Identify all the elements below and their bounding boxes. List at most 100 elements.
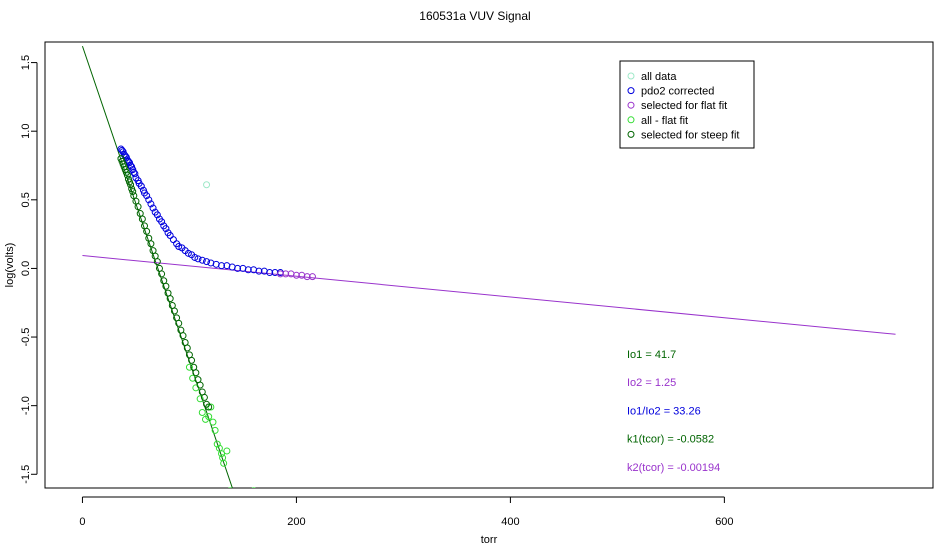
data-point bbox=[191, 253, 199, 261]
data-point bbox=[255, 267, 263, 275]
legend-label: selected for steep fit bbox=[641, 129, 739, 141]
data-points bbox=[117, 145, 316, 499]
y-tick-label: -0.5 bbox=[20, 328, 32, 347]
data-point bbox=[138, 215, 146, 223]
fit-lines bbox=[81, 45, 896, 488]
data-point bbox=[227, 487, 233, 488]
data-point bbox=[211, 426, 219, 434]
data-point bbox=[203, 181, 211, 189]
data-point bbox=[276, 270, 284, 278]
data-point bbox=[203, 258, 211, 266]
legend-marker bbox=[627, 130, 635, 138]
data-point bbox=[188, 356, 196, 364]
data-point bbox=[229, 493, 235, 499]
legend-label: all data bbox=[641, 71, 677, 83]
data-point bbox=[183, 344, 191, 352]
annotation-text: Io1 = 41.7 bbox=[627, 349, 676, 361]
data-point bbox=[162, 282, 170, 290]
annotation-text: k2(tcor) = -0.00194 bbox=[627, 462, 720, 474]
data-point bbox=[158, 270, 166, 278]
data-point bbox=[266, 269, 274, 277]
data-point bbox=[147, 240, 155, 248]
data-point bbox=[129, 188, 137, 196]
legend-box bbox=[619, 60, 755, 149]
data-point bbox=[153, 258, 161, 266]
data-point bbox=[145, 196, 153, 204]
annotation-text: Io2 = 1.25 bbox=[627, 377, 676, 389]
y-tick-label: -1.0 bbox=[20, 396, 32, 415]
data-point bbox=[282, 270, 290, 278]
data-point bbox=[223, 447, 231, 455]
data-point bbox=[175, 242, 183, 250]
data-point bbox=[179, 332, 187, 340]
data-point bbox=[149, 204, 157, 212]
legend-label: pdo2 corrected bbox=[641, 86, 714, 98]
data-point bbox=[118, 146, 126, 154]
data-point bbox=[137, 182, 145, 190]
fit-line bbox=[81, 45, 233, 488]
data-point bbox=[303, 273, 311, 281]
y-tick-label: 0.0 bbox=[20, 261, 32, 276]
x-axis-label: torr bbox=[481, 534, 498, 546]
data-point bbox=[184, 249, 192, 257]
legend-label: all - flat fit bbox=[641, 115, 688, 127]
y-tick-label: -1.5 bbox=[20, 465, 32, 484]
data-point bbox=[205, 403, 213, 411]
x-tick-label: 400 bbox=[501, 516, 519, 528]
x-axis: 0 200 400 600 bbox=[79, 496, 734, 528]
data-point bbox=[166, 295, 174, 303]
data-point bbox=[213, 440, 221, 448]
data-point bbox=[127, 181, 135, 189]
data-point bbox=[158, 218, 166, 226]
x-tick-label: 0 bbox=[79, 516, 85, 528]
data-point bbox=[143, 192, 151, 200]
y-axis-label: log(volts) bbox=[4, 243, 16, 288]
data-point bbox=[234, 264, 242, 272]
x-tick-label: 600 bbox=[715, 516, 733, 528]
data-point bbox=[251, 487, 256, 488]
data-point bbox=[196, 381, 204, 389]
legend-marker bbox=[627, 116, 635, 124]
legend-marker bbox=[627, 101, 635, 109]
legend-label: selected for flat fit bbox=[641, 100, 727, 112]
data-point bbox=[143, 227, 151, 235]
fit-annotations: Io1 = 41.7 Io2 = 1.25 Io1/Io2 = 33.26 k1(tc… bbox=[627, 349, 720, 474]
fit-line bbox=[82, 255, 896, 335]
data-point bbox=[218, 262, 226, 270]
data-point bbox=[162, 225, 170, 233]
data-point bbox=[123, 171, 131, 179]
data-point bbox=[127, 162, 135, 170]
y-axis: -1.5 -1.0 -0.5 0.0 0.5 1.0 1.5 bbox=[20, 55, 38, 484]
legend: all data pdo2 corrected selected for flat … bbox=[619, 60, 755, 149]
x-tick-label: 200 bbox=[287, 516, 305, 528]
data-point bbox=[185, 363, 193, 371]
legend-marker bbox=[627, 72, 635, 80]
data-point bbox=[218, 450, 226, 458]
data-point bbox=[192, 369, 200, 377]
data-point bbox=[131, 170, 139, 178]
y-tick-label: 1.5 bbox=[20, 55, 32, 70]
data-point bbox=[308, 273, 316, 281]
data-point bbox=[198, 256, 206, 264]
data-point bbox=[196, 395, 204, 403]
data-point bbox=[205, 413, 213, 421]
data-point bbox=[198, 409, 206, 417]
data-point bbox=[153, 211, 161, 219]
legend-marker bbox=[627, 87, 635, 95]
annotation-text: Io1/Io2 = 33.26 bbox=[627, 405, 701, 417]
plot-frame bbox=[44, 41, 934, 489]
annotation-text: k1(tcor) = -0.0582 bbox=[627, 434, 714, 446]
data-point bbox=[175, 319, 183, 327]
y-tick-label: 1.0 bbox=[20, 124, 32, 139]
data-point bbox=[147, 200, 155, 208]
data-point bbox=[292, 271, 300, 279]
data-point bbox=[194, 255, 202, 263]
data-point bbox=[244, 266, 252, 274]
data-point bbox=[220, 459, 228, 467]
chart-title: 160531a VUV Signal bbox=[419, 9, 530, 23]
y-tick-label: 0.5 bbox=[20, 192, 32, 207]
data-point bbox=[170, 307, 178, 315]
data-point bbox=[134, 203, 142, 211]
